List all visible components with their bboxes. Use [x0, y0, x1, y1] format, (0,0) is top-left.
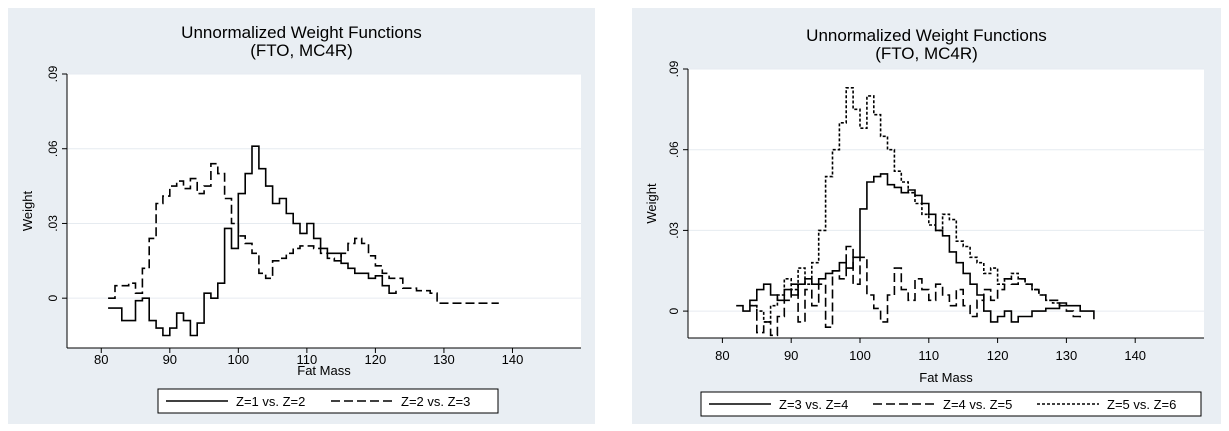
y-tick-label: .06: [46, 140, 60, 157]
chart-right: Unnormalized Weight Functions(FTO, MC4R)…: [644, 26, 1204, 417]
legend-label: Z=3 vs. Z=4: [779, 397, 848, 412]
legend-box: [700, 391, 1202, 417]
x-tick-label: 100: [227, 352, 249, 367]
y-tick-label: 0: [46, 295, 60, 302]
x-tick-label: 130: [433, 352, 455, 367]
legend-label: Z=4 vs. Z=5: [943, 397, 1012, 412]
y-axis-label: Weight: [20, 191, 35, 232]
series-line-1: [736, 173, 1095, 323]
series-line-3: [749, 87, 1068, 323]
x-axis-label: Fat Mass: [919, 370, 973, 385]
chart-title: Unnormalized Weight Functions: [806, 26, 1047, 45]
chart-panel-right: Unnormalized Weight Functions (FTO, MC4R)…: [632, 8, 1221, 424]
legend-label: Z=2 vs. Z=3: [401, 394, 470, 409]
x-tick-label: 140: [502, 352, 524, 367]
plot-area: [688, 69, 1204, 338]
legend-label: Z=5 vs. Z=6: [1107, 397, 1176, 412]
chart-title: Unnormalized Weight Functions: [181, 23, 422, 42]
series-line-1: [108, 145, 397, 337]
x-tick-label: 80: [715, 348, 729, 363]
y-tick-label: 0: [667, 307, 681, 314]
y-axis-label: Weight: [644, 183, 659, 224]
x-tick-label: 110: [296, 352, 317, 367]
x-axis-label: Fat Mass: [297, 363, 351, 378]
chart-subtitle: (FTO, MC4R): [250, 41, 353, 60]
plot-area: [67, 74, 581, 348]
chart-panel-left: Unnormalized Weight Functions (FTO, MC4R)…: [8, 8, 595, 424]
y-tick-label: .09: [46, 65, 60, 82]
series-line-2: [108, 162, 499, 304]
chart-subtitle: (FTO, MC4R): [875, 44, 978, 63]
x-tick-label: 90: [163, 352, 177, 367]
x-tick-label: 90: [784, 348, 798, 363]
legend-label: Z=1 vs. Z=2: [236, 394, 305, 409]
chart-left: Unnormalized Weight Functions(FTO, MC4R)…: [20, 23, 581, 414]
x-tick-label: 120: [365, 352, 387, 367]
y-tick-label: .06: [667, 141, 681, 158]
x-tick-label: 130: [1056, 348, 1078, 363]
x-tick-label: 100: [849, 348, 871, 363]
y-tick-label: .09: [667, 60, 681, 77]
x-tick-label: 140: [1124, 348, 1146, 363]
x-tick-label: 80: [94, 352, 108, 367]
x-tick-label: 110: [918, 348, 939, 363]
y-tick-label: .03: [46, 215, 60, 232]
x-tick-label: 120: [987, 348, 1009, 363]
y-tick-label: .03: [667, 222, 681, 239]
